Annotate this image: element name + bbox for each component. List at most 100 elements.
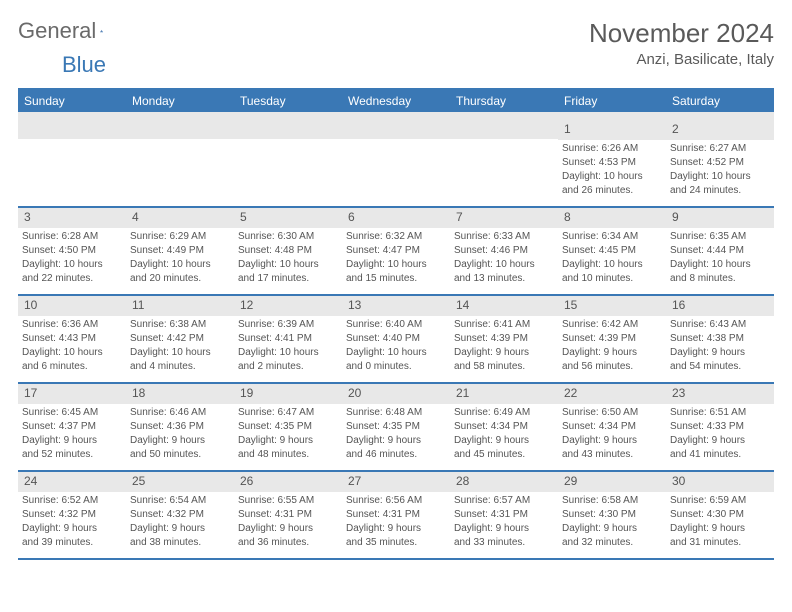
day-cell: 15Sunrise: 6:42 AMSunset: 4:39 PMDayligh… [558,296,666,382]
weekday-cell: Wednesday [342,90,450,112]
day-cell: 16Sunrise: 6:43 AMSunset: 4:38 PMDayligh… [666,296,774,382]
daylight-text: Daylight: 10 hours [238,346,338,359]
daylight-text: and 24 minutes. [670,184,770,197]
day-number: 28 [450,472,558,492]
daylight-text: Daylight: 9 hours [130,434,230,447]
daylight-text: Daylight: 9 hours [562,346,662,359]
daylight-text: Daylight: 9 hours [670,346,770,359]
day-cell: 2Sunrise: 6:27 AMSunset: 4:52 PMDaylight… [666,120,774,206]
sunset-text: Sunset: 4:46 PM [454,244,554,257]
sunrise-text: Sunrise: 6:26 AM [562,142,662,155]
sunrise-text: Sunrise: 6:33 AM [454,230,554,243]
day-number [234,120,342,139]
daylight-text: and 38 minutes. [130,536,230,549]
day-cell: 11Sunrise: 6:38 AMSunset: 4:42 PMDayligh… [126,296,234,382]
daylight-text: and 56 minutes. [562,360,662,373]
daylight-text: and 6 minutes. [22,360,122,373]
sunset-text: Sunset: 4:34 PM [562,420,662,433]
daylight-text: and 17 minutes. [238,272,338,285]
sunrise-text: Sunrise: 6:54 AM [130,494,230,507]
sunset-text: Sunset: 4:47 PM [346,244,446,257]
day-cell: 21Sunrise: 6:49 AMSunset: 4:34 PMDayligh… [450,384,558,470]
day-cell: 7 Sunrise: 6:33 AMSunset: 4:46 PMDaylight… [450,208,558,294]
daylight-text: and 15 minutes. [346,272,446,285]
day-number [342,120,450,139]
day-number: 9 [666,208,774,228]
day-cell [450,120,558,206]
weekday-cell: Sunday [18,90,126,112]
sunrise-text: Sunrise: 6:40 AM [346,318,446,331]
daylight-text: Daylight: 9 hours [346,522,446,535]
sunset-text: Sunset: 4:49 PM [130,244,230,257]
sunset-text: Sunset: 4:48 PM [238,244,338,257]
day-number: 29 [558,472,666,492]
sunrise-text: Sunrise: 6:49 AM [454,406,554,419]
daylight-text: and 45 minutes. [454,448,554,461]
day-number: 5 [234,208,342,228]
sunrise-text: Sunrise: 6:41 AM [454,318,554,331]
day-cell: 29Sunrise: 6:58 AMSunset: 4:30 PMDayligh… [558,472,666,558]
daylight-text: and 2 minutes. [238,360,338,373]
sunset-text: Sunset: 4:33 PM [670,420,770,433]
location-label: Anzi, Basilicate, Italy [589,51,774,68]
day-cell: 1Sunrise: 6:26 AMSunset: 4:53 PMDaylight… [558,120,666,206]
week-row: 17Sunrise: 6:45 AMSunset: 4:37 PMDayligh… [18,384,774,472]
day-cell: 28Sunrise: 6:57 AMSunset: 4:31 PMDayligh… [450,472,558,558]
sunset-text: Sunset: 4:32 PM [22,508,122,521]
day-cell [234,120,342,206]
sunset-text: Sunset: 4:38 PM [670,332,770,345]
sunrise-text: Sunrise: 6:38 AM [130,318,230,331]
sunset-text: Sunset: 4:41 PM [238,332,338,345]
day-number: 3 [18,208,126,228]
day-cell: 10Sunrise: 6:36 AMSunset: 4:43 PMDayligh… [18,296,126,382]
daylight-text: and 8 minutes. [670,272,770,285]
daylight-text: and 43 minutes. [562,448,662,461]
day-number: 21 [450,384,558,404]
daylight-text: Daylight: 9 hours [454,522,554,535]
sunset-text: Sunset: 4:32 PM [130,508,230,521]
sunset-text: Sunset: 4:45 PM [562,244,662,257]
day-number: 12 [234,296,342,316]
day-number: 25 [126,472,234,492]
sunrise-text: Sunrise: 6:29 AM [130,230,230,243]
day-number: 30 [666,472,774,492]
day-number: 7 [450,208,558,228]
sunset-text: Sunset: 4:39 PM [562,332,662,345]
daylight-text: Daylight: 9 hours [562,522,662,535]
day-cell: 22Sunrise: 6:50 AMSunset: 4:34 PMDayligh… [558,384,666,470]
sunrise-text: Sunrise: 6:50 AM [562,406,662,419]
header-spacer [18,112,774,120]
daylight-text: Daylight: 10 hours [238,258,338,271]
daylight-text: Daylight: 9 hours [454,346,554,359]
sunrise-text: Sunrise: 6:52 AM [22,494,122,507]
daylight-text: and 33 minutes. [454,536,554,549]
day-cell: 17Sunrise: 6:45 AMSunset: 4:37 PMDayligh… [18,384,126,470]
sunset-text: Sunset: 4:44 PM [670,244,770,257]
logo-sail-icon [100,22,103,40]
weekday-cell: Friday [558,90,666,112]
daylight-text: Daylight: 10 hours [454,258,554,271]
daylight-text: Daylight: 10 hours [562,170,662,183]
day-number: 6 [342,208,450,228]
day-cell [342,120,450,206]
day-number: 20 [342,384,450,404]
day-number [450,120,558,139]
daylight-text: Daylight: 9 hours [238,522,338,535]
daylight-text: and 32 minutes. [562,536,662,549]
day-number [18,120,126,139]
weekday-cell: Monday [126,90,234,112]
daylight-text: Daylight: 9 hours [562,434,662,447]
weekday-cell: Saturday [666,90,774,112]
day-number: 27 [342,472,450,492]
daylight-text: and 58 minutes. [454,360,554,373]
daylight-text: Daylight: 9 hours [238,434,338,447]
day-number: 17 [18,384,126,404]
sunset-text: Sunset: 4:36 PM [130,420,230,433]
day-number: 23 [666,384,774,404]
day-cell: 14Sunrise: 6:41 AMSunset: 4:39 PMDayligh… [450,296,558,382]
day-cell: 18Sunrise: 6:46 AMSunset: 4:36 PMDayligh… [126,384,234,470]
sunrise-text: Sunrise: 6:39 AM [238,318,338,331]
sunrise-text: Sunrise: 6:27 AM [670,142,770,155]
day-number: 13 [342,296,450,316]
sunrise-text: Sunrise: 6:30 AM [238,230,338,243]
